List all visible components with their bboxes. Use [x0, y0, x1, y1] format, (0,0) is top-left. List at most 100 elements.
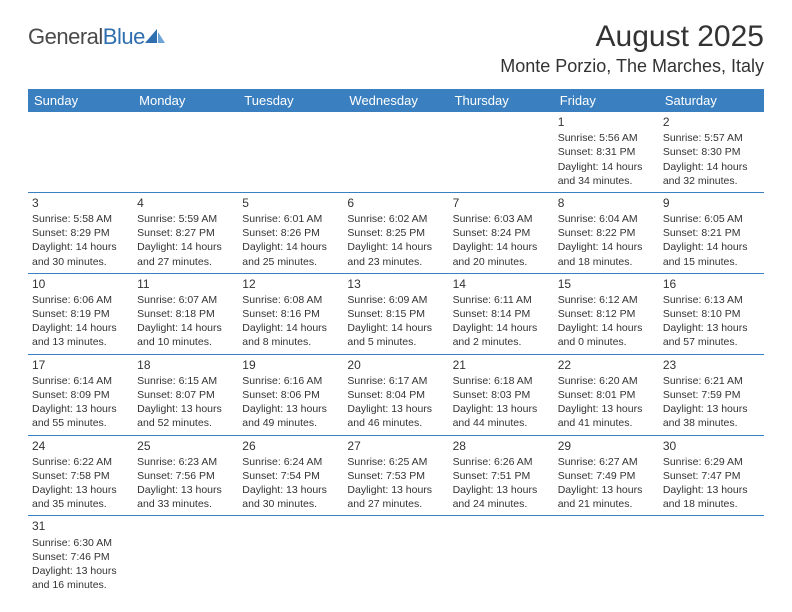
sunset-line: Sunset: 8:03 PM	[453, 388, 550, 402]
calendar-cell-empty	[28, 112, 133, 192]
sunrise-line: Sunrise: 6:16 AM	[242, 374, 339, 388]
sunrise-line: Sunrise: 6:24 AM	[242, 455, 339, 469]
day-number: 4	[137, 195, 234, 211]
sunset-line: Sunset: 8:30 PM	[663, 145, 760, 159]
calendar-table: SundayMondayTuesdayWednesdayThursdayFrid…	[28, 89, 764, 596]
month-title: August 2025	[500, 20, 764, 54]
calendar-cell: 14Sunrise: 6:11 AMSunset: 8:14 PMDayligh…	[449, 273, 554, 354]
sunrise-line: Sunrise: 6:11 AM	[453, 293, 550, 307]
calendar-row: 3Sunrise: 5:58 AMSunset: 8:29 PMDaylight…	[28, 192, 764, 273]
sunrise-line: Sunrise: 6:27 AM	[558, 455, 655, 469]
daylight-line: Daylight: 14 hours and 30 minutes.	[32, 240, 129, 268]
sunset-line: Sunset: 8:10 PM	[663, 307, 760, 321]
calendar-row: 24Sunrise: 6:22 AMSunset: 7:58 PMDayligh…	[28, 435, 764, 516]
calendar-cell: 11Sunrise: 6:07 AMSunset: 8:18 PMDayligh…	[133, 273, 238, 354]
sunrise-line: Sunrise: 6:05 AM	[663, 212, 760, 226]
daylight-line: Daylight: 14 hours and 18 minutes.	[558, 240, 655, 268]
daylight-line: Daylight: 14 hours and 27 minutes.	[137, 240, 234, 268]
daylight-line: Daylight: 14 hours and 5 minutes.	[347, 321, 444, 349]
sunset-line: Sunset: 8:09 PM	[32, 388, 129, 402]
sunrise-line: Sunrise: 6:14 AM	[32, 374, 129, 388]
daylight-line: Daylight: 14 hours and 8 minutes.	[242, 321, 339, 349]
day-number: 22	[558, 357, 655, 373]
sunset-line: Sunset: 8:22 PM	[558, 226, 655, 240]
logo: GeneralBlue	[28, 24, 167, 50]
daylight-line: Daylight: 13 hours and 41 minutes.	[558, 402, 655, 430]
calendar-cell-empty	[449, 516, 554, 596]
calendar-cell-empty	[133, 112, 238, 192]
calendar-cell: 5Sunrise: 6:01 AMSunset: 8:26 PMDaylight…	[238, 192, 343, 273]
calendar-cell: 30Sunrise: 6:29 AMSunset: 7:47 PMDayligh…	[659, 435, 764, 516]
header: GeneralBlue August 2025 Monte Porzio, Th…	[28, 20, 764, 77]
calendar-cell-empty	[343, 112, 448, 192]
calendar-row: 10Sunrise: 6:06 AMSunset: 8:19 PMDayligh…	[28, 273, 764, 354]
day-number: 14	[453, 276, 550, 292]
calendar-cell: 23Sunrise: 6:21 AMSunset: 7:59 PMDayligh…	[659, 354, 764, 435]
sunrise-line: Sunrise: 6:08 AM	[242, 293, 339, 307]
weekday-header-row: SundayMondayTuesdayWednesdayThursdayFrid…	[28, 89, 764, 112]
calendar-cell: 10Sunrise: 6:06 AMSunset: 8:19 PMDayligh…	[28, 273, 133, 354]
daylight-line: Daylight: 13 hours and 55 minutes.	[32, 402, 129, 430]
sunset-line: Sunset: 7:51 PM	[453, 469, 550, 483]
calendar-row: 17Sunrise: 6:14 AMSunset: 8:09 PMDayligh…	[28, 354, 764, 435]
sunset-line: Sunset: 8:18 PM	[137, 307, 234, 321]
weekday-header: Sunday	[28, 89, 133, 112]
calendar-cell: 12Sunrise: 6:08 AMSunset: 8:16 PMDayligh…	[238, 273, 343, 354]
sunset-line: Sunset: 8:19 PM	[32, 307, 129, 321]
daylight-line: Daylight: 13 hours and 52 minutes.	[137, 402, 234, 430]
logo-part1: General	[28, 24, 103, 49]
calendar-cell: 15Sunrise: 6:12 AMSunset: 8:12 PMDayligh…	[554, 273, 659, 354]
daylight-line: Daylight: 13 hours and 24 minutes.	[453, 483, 550, 511]
daylight-line: Daylight: 13 hours and 46 minutes.	[347, 402, 444, 430]
day-number: 18	[137, 357, 234, 373]
daylight-line: Daylight: 13 hours and 18 minutes.	[663, 483, 760, 511]
sunrise-line: Sunrise: 6:29 AM	[663, 455, 760, 469]
sunrise-line: Sunrise: 6:25 AM	[347, 455, 444, 469]
sunset-line: Sunset: 8:01 PM	[558, 388, 655, 402]
sunrise-line: Sunrise: 6:23 AM	[137, 455, 234, 469]
sunrise-line: Sunrise: 6:18 AM	[453, 374, 550, 388]
weekday-header: Thursday	[449, 89, 554, 112]
day-number: 9	[663, 195, 760, 211]
daylight-line: Daylight: 14 hours and 0 minutes.	[558, 321, 655, 349]
sunset-line: Sunset: 7:49 PM	[558, 469, 655, 483]
calendar-cell: 16Sunrise: 6:13 AMSunset: 8:10 PMDayligh…	[659, 273, 764, 354]
daylight-line: Daylight: 13 hours and 27 minutes.	[347, 483, 444, 511]
daylight-line: Daylight: 13 hours and 21 minutes.	[558, 483, 655, 511]
day-number: 23	[663, 357, 760, 373]
sunset-line: Sunset: 7:47 PM	[663, 469, 760, 483]
calendar-cell: 28Sunrise: 6:26 AMSunset: 7:51 PMDayligh…	[449, 435, 554, 516]
sunset-line: Sunset: 7:46 PM	[32, 550, 129, 564]
calendar-cell: 4Sunrise: 5:59 AMSunset: 8:27 PMDaylight…	[133, 192, 238, 273]
day-number: 13	[347, 276, 444, 292]
calendar-cell: 26Sunrise: 6:24 AMSunset: 7:54 PMDayligh…	[238, 435, 343, 516]
sunrise-line: Sunrise: 6:09 AM	[347, 293, 444, 307]
sunrise-line: Sunrise: 6:03 AM	[453, 212, 550, 226]
calendar-cell: 19Sunrise: 6:16 AMSunset: 8:06 PMDayligh…	[238, 354, 343, 435]
calendar-cell-empty	[659, 516, 764, 596]
daylight-line: Daylight: 14 hours and 2 minutes.	[453, 321, 550, 349]
day-number: 17	[32, 357, 129, 373]
calendar-cell: 3Sunrise: 5:58 AMSunset: 8:29 PMDaylight…	[28, 192, 133, 273]
sunrise-line: Sunrise: 6:12 AM	[558, 293, 655, 307]
sunrise-line: Sunrise: 5:57 AM	[663, 131, 760, 145]
daylight-line: Daylight: 14 hours and 10 minutes.	[137, 321, 234, 349]
calendar-cell: 22Sunrise: 6:20 AMSunset: 8:01 PMDayligh…	[554, 354, 659, 435]
calendar-cell: 20Sunrise: 6:17 AMSunset: 8:04 PMDayligh…	[343, 354, 448, 435]
day-number: 8	[558, 195, 655, 211]
daylight-line: Daylight: 14 hours and 20 minutes.	[453, 240, 550, 268]
sunset-line: Sunset: 7:56 PM	[137, 469, 234, 483]
sunset-line: Sunset: 8:21 PM	[663, 226, 760, 240]
day-number: 2	[663, 114, 760, 130]
sunset-line: Sunset: 8:31 PM	[558, 145, 655, 159]
daylight-line: Daylight: 14 hours and 23 minutes.	[347, 240, 444, 268]
weekday-header: Tuesday	[238, 89, 343, 112]
day-number: 27	[347, 438, 444, 454]
daylight-line: Daylight: 14 hours and 13 minutes.	[32, 321, 129, 349]
sunset-line: Sunset: 8:07 PM	[137, 388, 234, 402]
calendar-cell-empty	[238, 112, 343, 192]
sunrise-line: Sunrise: 6:04 AM	[558, 212, 655, 226]
sunset-line: Sunset: 8:04 PM	[347, 388, 444, 402]
calendar-cell: 8Sunrise: 6:04 AMSunset: 8:22 PMDaylight…	[554, 192, 659, 273]
calendar-cell: 9Sunrise: 6:05 AMSunset: 8:21 PMDaylight…	[659, 192, 764, 273]
